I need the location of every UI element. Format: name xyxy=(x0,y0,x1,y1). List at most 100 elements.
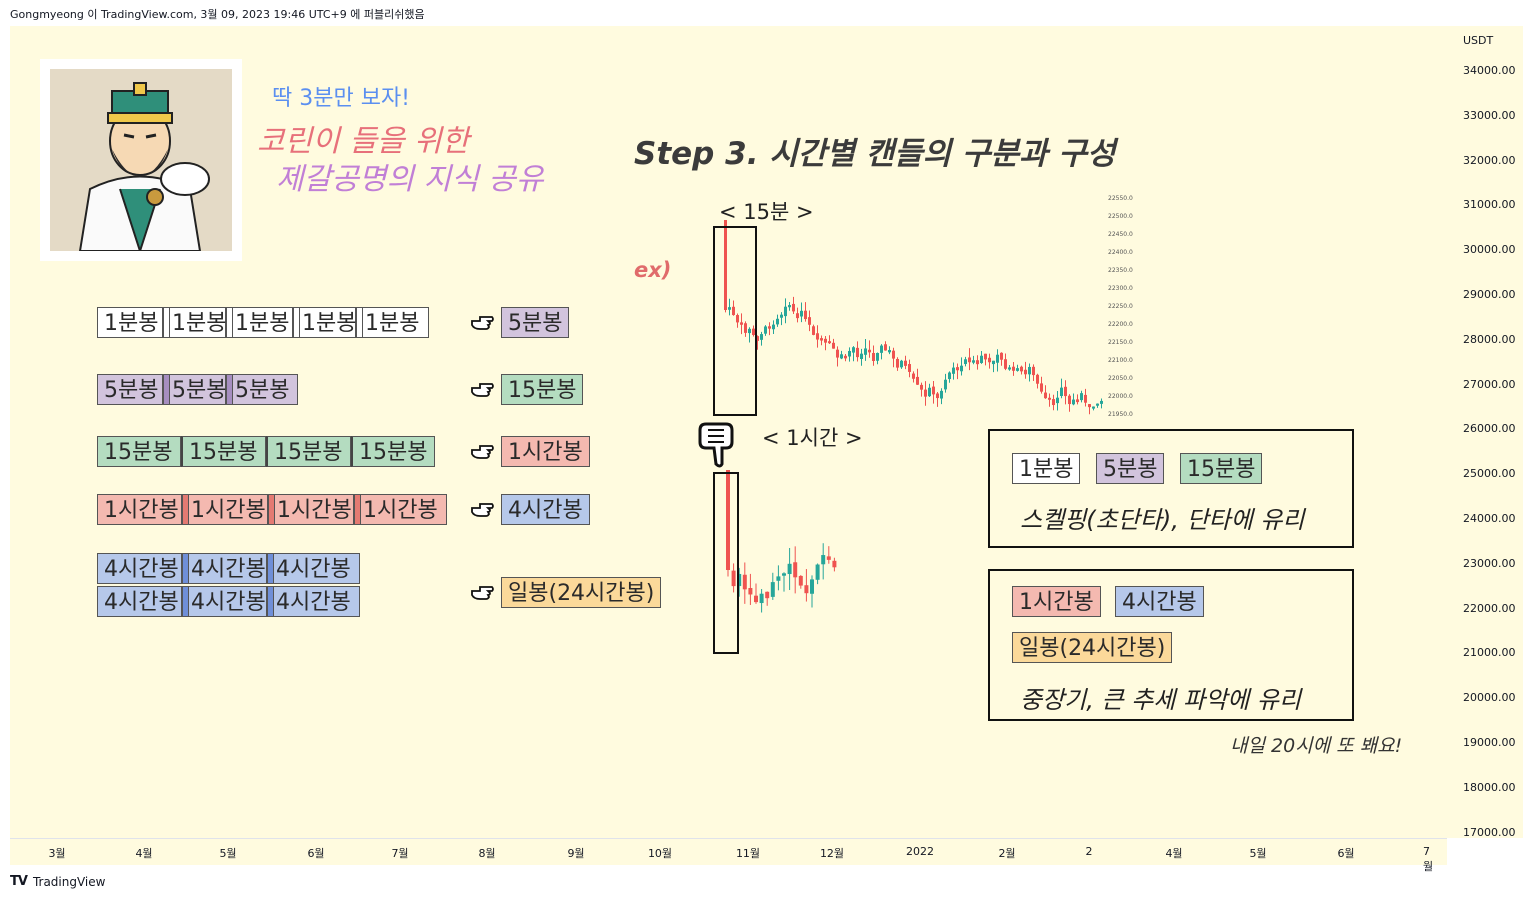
candle-body xyxy=(852,347,855,353)
candle-body xyxy=(988,357,991,363)
time-tick-label: 8월 xyxy=(478,847,496,860)
candle-body xyxy=(936,393,939,399)
candle-body xyxy=(908,364,911,372)
separator xyxy=(182,553,189,584)
candle-body xyxy=(828,341,831,344)
candle-body xyxy=(976,360,979,365)
candlestick-chart-1h xyxy=(726,470,837,613)
candle-box-1m: 1분봉 xyxy=(363,307,429,338)
candle-body xyxy=(804,310,807,320)
candle-body xyxy=(776,318,779,325)
candle-box-5m: 5분봉 xyxy=(233,374,298,405)
tag-daily: 일봉(24시간봉) xyxy=(1012,632,1173,663)
price-tick-label: 25000.00 xyxy=(1463,467,1516,481)
candle-body xyxy=(960,365,963,372)
price-axis[interactable]: USDT 34000.00 33000.00 32000.00 31000.00 300… xyxy=(1447,26,1523,839)
timeframe-label-15m: < 15분 > xyxy=(719,200,814,224)
footer[interactable]: 𝗧𝗩 TradingView xyxy=(10,874,105,889)
candle-body xyxy=(1056,397,1059,404)
candle-body xyxy=(772,324,775,330)
price-tick-label: 34000.00 xyxy=(1463,64,1516,77)
separator xyxy=(226,374,233,405)
candle-box-4h: 4시간봉 xyxy=(97,553,182,584)
tradingview-logo-icon: 𝗧𝗩 xyxy=(10,874,28,889)
composition-row-15m: 15분봉 15분봉 15분봉 15분봉 xyxy=(97,436,435,467)
mini-scale-label: 22550.0 xyxy=(1108,195,1133,202)
candle-body xyxy=(832,560,837,568)
candle-body xyxy=(920,384,923,390)
mini-scale-label: 22500.0 xyxy=(1108,213,1133,220)
separator xyxy=(354,494,361,525)
candlestick-chart-15m xyxy=(724,220,1103,415)
candle-box-1m: 1분봉 xyxy=(97,307,163,338)
time-tick-label: 11월 xyxy=(735,847,761,860)
candle-body xyxy=(928,387,931,397)
candle-body xyxy=(996,354,999,363)
candle-box-4h: 4시간봉 xyxy=(274,586,360,617)
candle-body xyxy=(952,367,955,374)
mini-scale-label: 22300.0 xyxy=(1108,285,1133,292)
candle-body xyxy=(765,591,770,599)
candle-body xyxy=(815,564,820,580)
candle-box-15m: 15분봉 xyxy=(181,436,266,467)
candle-body xyxy=(759,593,764,604)
candle-body xyxy=(1028,366,1031,375)
step-title: Step 3. 시간별 캔들의 구분과 구성 xyxy=(634,136,1116,172)
mini-scale-label: 22050.0 xyxy=(1108,375,1133,382)
candle-box-1h: 1시간봉 xyxy=(189,494,268,525)
candle-body xyxy=(788,305,791,308)
candle-body xyxy=(848,350,851,357)
candle-body xyxy=(972,360,975,363)
candle-body xyxy=(880,345,883,353)
price-tick-label: 30000.00 xyxy=(1463,243,1516,257)
candle-body xyxy=(731,570,736,587)
composition-row-4h-bottom: 4시간봉 4시간봉 4시간봉 xyxy=(97,586,360,617)
candle-body xyxy=(1052,399,1055,406)
candle-body xyxy=(1000,352,1003,360)
pointing-hand-icon xyxy=(471,586,494,600)
candle-body xyxy=(1092,406,1095,409)
candle-body xyxy=(1008,367,1011,370)
candle-box-4h: 4시간봉 xyxy=(97,586,182,617)
time-tick-label: 6월 xyxy=(307,847,325,860)
candle-body xyxy=(1044,392,1047,399)
price-tick-label: 22000.00 xyxy=(1463,601,1516,615)
example-label: ex) xyxy=(634,258,672,282)
pointing-hand-icon xyxy=(471,445,494,459)
tag-4h: 4시간봉 xyxy=(1115,586,1204,617)
tag-15m: 15분봉 xyxy=(1180,453,1263,484)
composition-row-1h: 1시간봉 1시간봉 1시간봉 1시간봉 xyxy=(97,494,447,525)
candle-body xyxy=(764,326,767,334)
long-term-description: 중장기, 큰 추세 파악에 유리 xyxy=(1020,686,1302,714)
candle-body xyxy=(756,336,759,341)
price-tick-label: 17000.00 xyxy=(1463,825,1516,839)
time-tick-label: 7월 xyxy=(1423,845,1434,873)
candle-body xyxy=(796,313,799,319)
publisher-caption: Gongmyeong 이 TradingView.com, 3월 09, 202… xyxy=(10,8,425,21)
mini-scale-label: 22350.0 xyxy=(1108,267,1133,274)
candle-body xyxy=(824,338,827,343)
candle-body xyxy=(1072,399,1075,405)
pointing-hand-icon xyxy=(471,316,494,330)
candle-body xyxy=(876,352,879,361)
candle-box-1m: 1분봉 xyxy=(233,307,293,338)
price-tick-label: 19000.00 xyxy=(1463,736,1516,749)
mini-scale-label: 21950.0 xyxy=(1108,411,1133,418)
candle-body xyxy=(984,353,987,360)
tag-1h: 1시간봉 xyxy=(1012,586,1101,617)
candle-body xyxy=(737,573,742,587)
candle-body xyxy=(1088,404,1091,408)
candle-box-15m: 15분봉 xyxy=(351,436,435,467)
price-tick-label: 21000.00 xyxy=(1463,646,1516,660)
highlight-frame-1h xyxy=(713,472,739,654)
candle-body xyxy=(776,576,781,581)
candle-body xyxy=(812,326,815,335)
mini-scale-label: 22450.0 xyxy=(1108,231,1133,238)
candle-body xyxy=(872,352,875,361)
time-axis[interactable]: 3월 4월 5월 6월 7월 8월 9월 10월 11월 12월 2022 2월 2 4월 5월 6월 7월 xyxy=(10,838,1447,873)
tag-5m: 5분봉 xyxy=(1096,453,1165,484)
candle-body xyxy=(821,555,826,565)
candle-body xyxy=(980,355,983,364)
tag-1m: 1분봉 xyxy=(1012,453,1081,484)
candle-body xyxy=(884,344,887,351)
